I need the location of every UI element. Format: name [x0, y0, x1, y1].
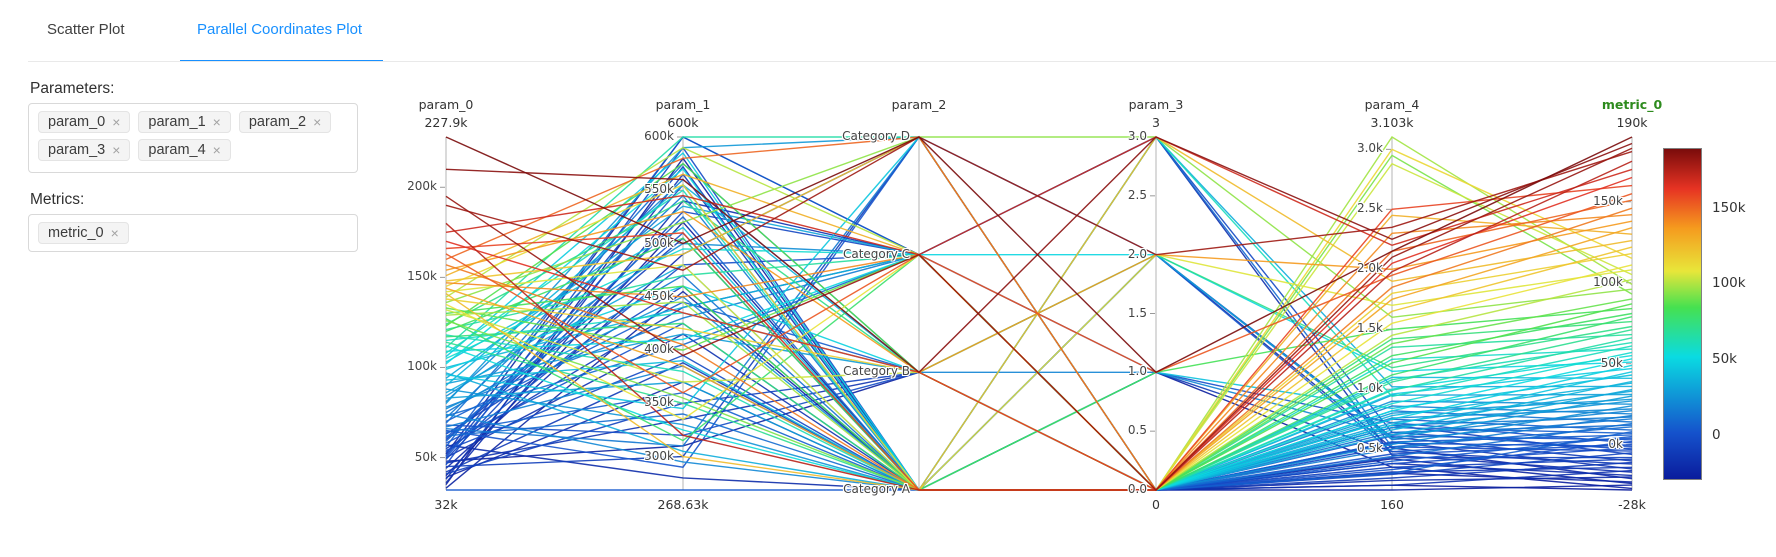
- data-line: [445, 160, 1633, 491]
- parameter-tag[interactable]: param_4 ×: [138, 139, 231, 161]
- data-line: [445, 136, 1633, 374]
- data-line: [445, 176, 1633, 491]
- tick-label: 1.5k: [1356, 321, 1383, 336]
- parameters-label: Parameters:: [30, 80, 115, 97]
- parameter-tag-label: param_3: [48, 142, 106, 158]
- tick-label: 3.0: [1127, 129, 1147, 143]
- tick-label: 2.5: [1127, 187, 1147, 202]
- axis-min-label-metric_0: -28k: [1618, 497, 1646, 512]
- axis-max-label-param_3: 3: [1152, 115, 1160, 130]
- data-line: [445, 193, 1633, 394]
- axis-title-param_3: param_3: [1128, 97, 1184, 112]
- colorbar: [1663, 148, 1702, 480]
- colorbar-tick-label: 100k: [1712, 275, 1746, 292]
- axis-title-metric_0: metric_0: [1601, 97, 1663, 112]
- tick-label: 1.0: [1127, 364, 1147, 379]
- tick-label: 2.0: [1127, 246, 1147, 261]
- parameter-tag-label: param_0: [48, 114, 106, 130]
- tick-label: 50k: [1600, 355, 1623, 370]
- axis-max-label-param_1: 600k: [667, 115, 699, 130]
- tick-label: 300k: [644, 448, 674, 463]
- tag-remove-icon[interactable]: ×: [212, 142, 221, 158]
- parameter-tag[interactable]: param_3 ×: [38, 139, 131, 161]
- tick-label: 150k: [1593, 193, 1623, 208]
- data-line: [445, 136, 1633, 271]
- tag-remove-icon[interactable]: ×: [110, 225, 119, 241]
- colorbar-tick-label: 50k: [1712, 350, 1737, 367]
- tick-label: 0.5k: [1356, 441, 1383, 456]
- tick-label: Category C: [842, 246, 910, 261]
- tick-label: 3.0k: [1356, 141, 1383, 156]
- metric-tag-label: metric_0: [48, 225, 104, 241]
- data-line: [445, 147, 1633, 491]
- tick-label: 350k: [644, 395, 674, 410]
- tick-label: Category B: [843, 364, 910, 379]
- tick-label: 0.5: [1127, 423, 1147, 438]
- tick-label: 2.0k: [1356, 261, 1383, 276]
- tick-label: 0.0: [1127, 482, 1147, 496]
- tick-label: Category A: [843, 482, 910, 496]
- axis-max-label-metric_0: 190k: [1616, 115, 1648, 130]
- axis-title-param_0: param_0: [418, 97, 474, 112]
- parameter-tag[interactable]: param_0 ×: [38, 111, 131, 133]
- axis-title-param_2: param_2: [891, 97, 947, 112]
- tabbar-divider: [28, 61, 1776, 62]
- parameter-tag[interactable]: param_1 ×: [138, 111, 231, 133]
- data-line: [445, 295, 1633, 491]
- metric-tag[interactable]: metric_0 ×: [38, 222, 129, 244]
- tick-label: Category D: [842, 129, 910, 143]
- colorbar-tick-label: 0: [1712, 426, 1721, 443]
- parameter-tag-label: param_4: [148, 142, 206, 158]
- axis-max-label-param_0: 227.9k: [424, 115, 468, 130]
- axis-min-label-param_0: 32k: [434, 497, 458, 512]
- tick-label: 200k: [407, 179, 437, 194]
- tab-bar: Scatter Plot Parallel Coordinates Plot: [0, 0, 1776, 62]
- tab-parallel-coordinates-plot[interactable]: Parallel Coordinates Plot: [197, 21, 363, 38]
- tag-remove-icon[interactable]: ×: [212, 114, 221, 130]
- tick-label: 450k: [644, 288, 674, 303]
- tick-label: 2.5k: [1356, 201, 1383, 216]
- metrics-label: Metrics:: [30, 191, 85, 208]
- tick-label: 500k: [644, 235, 674, 250]
- tick-label: 150k: [407, 269, 437, 284]
- tick-label: 550k: [644, 182, 674, 197]
- tag-remove-icon[interactable]: ×: [313, 114, 322, 130]
- tick-label: 1.5: [1127, 305, 1147, 320]
- tick-label: 100k: [407, 359, 437, 374]
- tick-label: 100k: [1593, 274, 1623, 289]
- tick-label: 600k: [644, 129, 674, 143]
- parameter-tag-label: param_1: [148, 114, 206, 130]
- tick-label: 400k: [644, 342, 674, 357]
- tick-label: 0k: [1608, 436, 1623, 451]
- parameter-tag-label: param_2: [248, 114, 307, 130]
- tick-label: 50k: [414, 449, 437, 464]
- parameter-tag[interactable]: param_2 ×: [238, 111, 332, 133]
- metrics-select[interactable]: metric_0 ×: [28, 214, 358, 252]
- tab-scatter-plot[interactable]: Scatter Plot: [47, 21, 125, 38]
- tag-remove-icon[interactable]: ×: [112, 114, 121, 130]
- axis-max-label-param_4: 3.103k: [1370, 115, 1414, 130]
- axis-min-label-param_3: 0: [1152, 497, 1160, 512]
- tick-label: 1.0k: [1356, 381, 1383, 396]
- axis-min-label-param_1: 268.63k: [657, 497, 709, 512]
- axis-title-param_1: param_1: [655, 97, 711, 112]
- axis-title-param_4: param_4: [1364, 97, 1420, 112]
- parameters-select[interactable]: param_0 × param_1 × param_2 × param_3 × param_4 ×: [28, 103, 358, 173]
- colorbar-tick-label: 150k: [1712, 199, 1746, 216]
- tag-remove-icon[interactable]: ×: [112, 142, 121, 158]
- axis-min-label-param_4: 160: [1380, 497, 1404, 512]
